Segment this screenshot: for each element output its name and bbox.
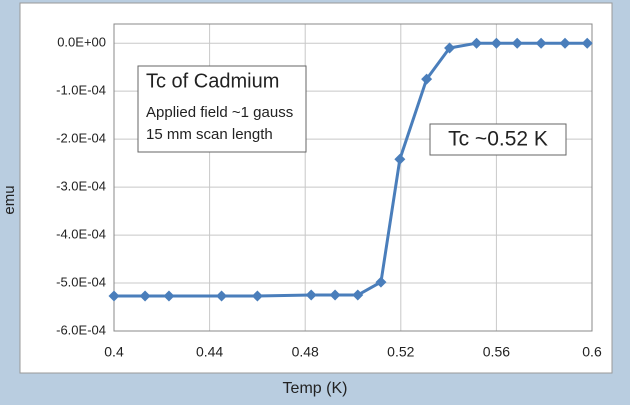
data-point (394, 153, 406, 165)
x-axis-label: Temp (K) (283, 380, 348, 397)
chart-panel (19, 2, 613, 374)
data-point (352, 289, 364, 301)
data-point (139, 290, 151, 302)
data-point (559, 37, 571, 49)
x-tick-label: 0.56 (483, 344, 510, 360)
plot-border (113, 23, 593, 332)
y-tick-label: -6.0E-04 (56, 322, 106, 337)
data-point (329, 289, 341, 301)
annotation: Tc ~0.52 K (448, 128, 548, 151)
annotation: Tc of Cadmium (146, 70, 279, 92)
y-tick-label: -4.0E-04 (56, 227, 106, 242)
x-tick-label: 0.4 (104, 344, 124, 360)
data-point (511, 37, 523, 49)
y-tick-label: 0.0E+00 (57, 35, 106, 50)
y-tick-label: -2.0E-04 (56, 131, 106, 146)
data-point (490, 37, 502, 49)
annotation: 15 mm scan length (146, 126, 273, 143)
data-point (305, 289, 317, 301)
data-point (216, 290, 228, 302)
y-axis-label: emu (1, 185, 18, 214)
y-tick-label: -3.0E-04 (56, 179, 106, 194)
x-tick-label: 0.6 (582, 344, 602, 360)
x-tick-label: 0.48 (292, 344, 319, 360)
annotation: Applied field ~1 gauss (146, 104, 293, 121)
y-tick-label: -1.0E-04 (56, 83, 106, 98)
data-point (471, 37, 483, 49)
y-tick-label: -5.0E-04 (56, 274, 106, 289)
data-point (421, 73, 433, 85)
x-tick-label: 0.52 (387, 344, 414, 360)
data-point (535, 37, 547, 49)
data-point (251, 290, 263, 302)
annotation-box (429, 123, 567, 156)
data-point (108, 290, 120, 302)
data-point (375, 276, 387, 288)
x-tick-label: 0.44 (196, 344, 223, 360)
data-point (163, 290, 175, 302)
annotation-box (137, 65, 307, 153)
data-point (581, 37, 593, 49)
data-point (444, 42, 456, 54)
